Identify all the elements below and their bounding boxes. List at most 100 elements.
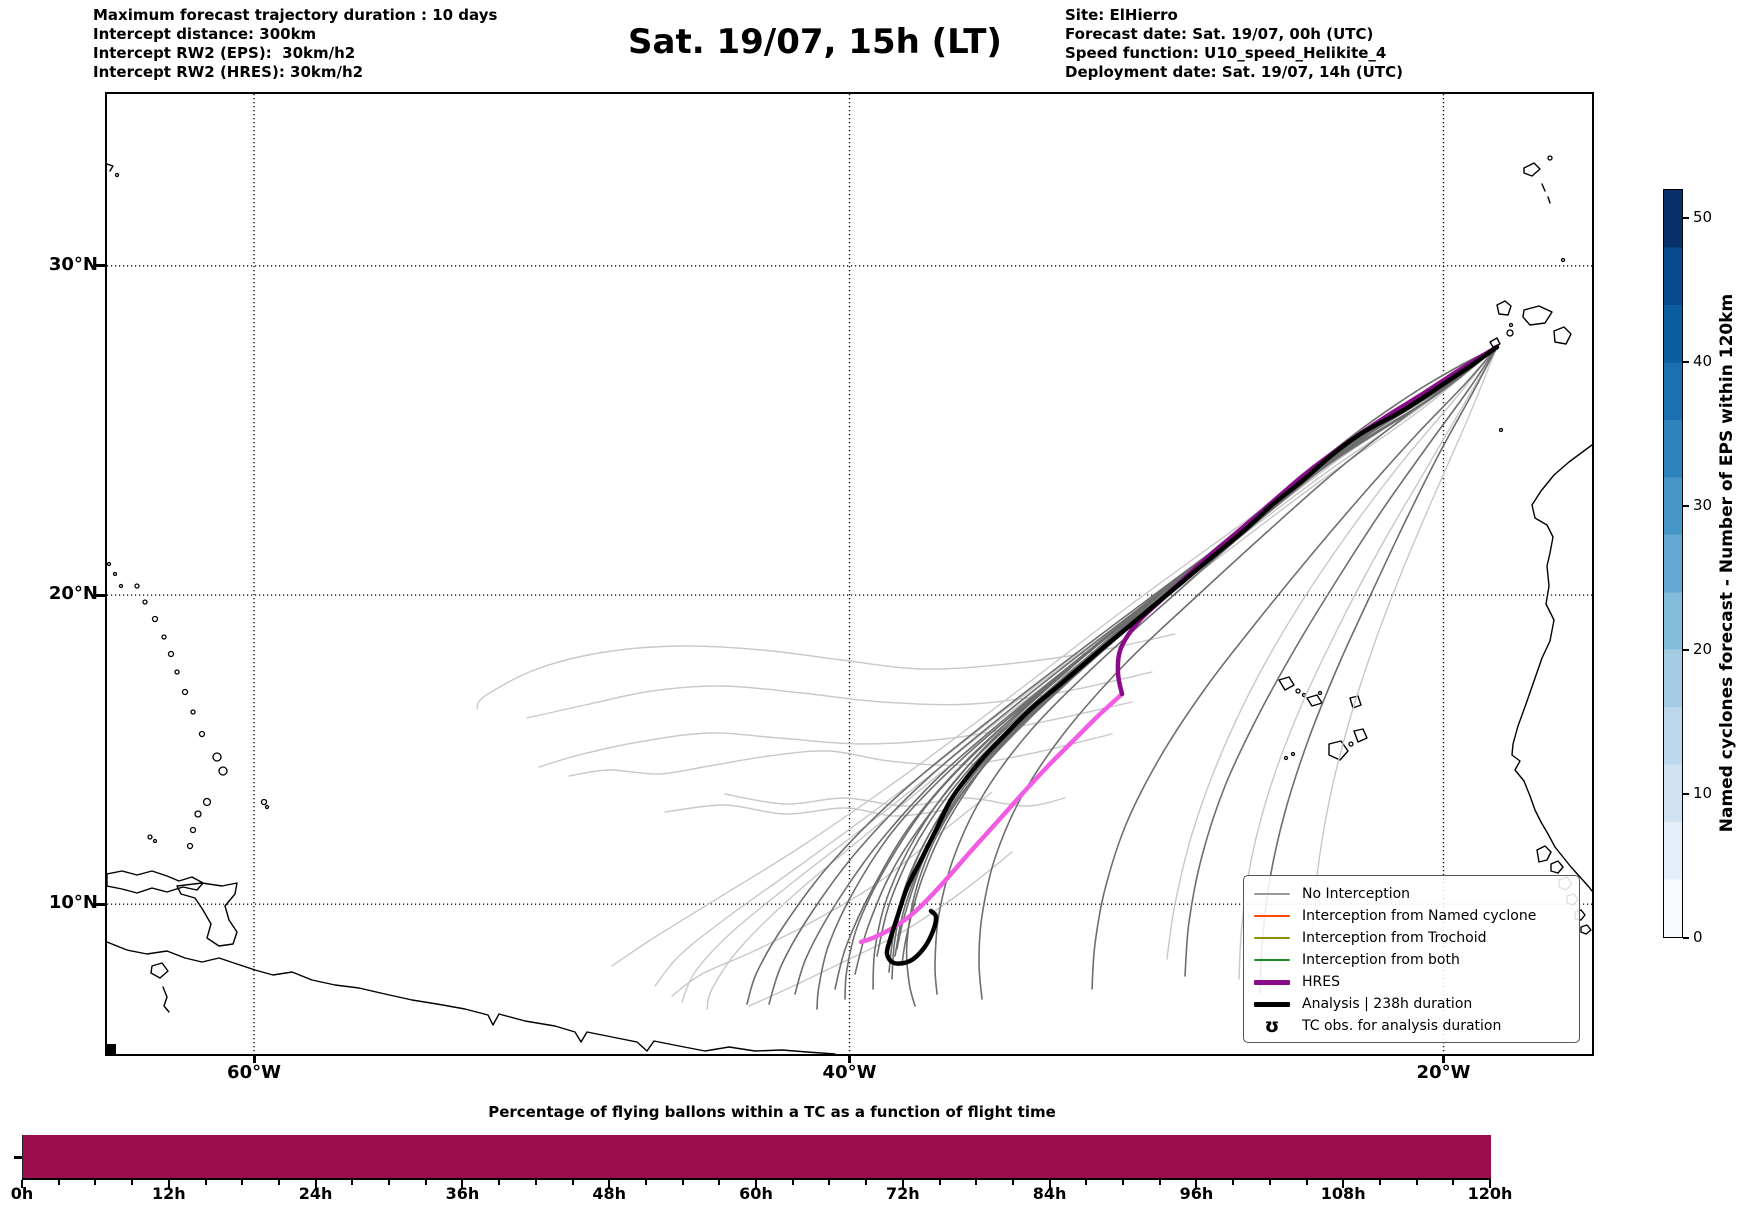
legend-item-label: TC obs. for analysis duration (1302, 1018, 1502, 1034)
legend-item: HRES (1254, 971, 1569, 993)
coastline (1541, 183, 1546, 192)
legend-item-label: No Interception (1302, 886, 1411, 902)
flight-time-minor-tick (204, 1180, 207, 1185)
colorbar-tick-label: 30 (1693, 495, 1713, 514)
island (174, 669, 180, 675)
colorbar-tick-label: 40 (1693, 351, 1713, 370)
trajectory-eps-light (1166, 346, 1498, 960)
lon-tick-mark (1442, 1054, 1445, 1063)
trajectory-eps-member (746, 346, 1498, 1005)
info-block-left: Maximum forecast trajectory duration : 1… (93, 6, 498, 81)
coastline (1523, 162, 1541, 177)
lon-tick-label: 60°W (227, 1062, 281, 1083)
island (189, 826, 197, 834)
lon-tick-mark (252, 1054, 256, 1063)
island (161, 634, 167, 640)
legend-item: Interception from both (1254, 949, 1569, 971)
coastline (107, 163, 114, 172)
legend-line-sample (1254, 979, 1290, 985)
flight-time-minor-tick (1378, 1180, 1381, 1185)
flight-time-minor-tick (1268, 1180, 1271, 1185)
flight-time-tick-label: 120h (1467, 1184, 1513, 1203)
trajectory-eps-member (816, 346, 1498, 1010)
flight-time-minor-tick (351, 1180, 354, 1185)
coastline (1489, 337, 1501, 348)
legend-item: No Interception (1254, 883, 1569, 905)
flight-time-tick-label: 36h (445, 1184, 480, 1203)
lat-tick-mark (96, 264, 105, 268)
trajectory-eps-light (476, 633, 1176, 710)
legend-line-swatch (1254, 959, 1290, 961)
flight-time-axis (22, 1178, 1491, 1180)
island (114, 172, 120, 178)
coastline (1550, 860, 1564, 874)
flight-time-minor-tick (681, 1180, 684, 1185)
flight-time-minor-tick (1305, 1180, 1308, 1185)
legend-item: Interception from Trochoid (1254, 927, 1569, 949)
lon-tick-label: 40°W (822, 1062, 877, 1083)
flight-time-minor-tick (718, 1180, 721, 1185)
colorbar-tick-mark (1683, 217, 1689, 219)
flight-time-minor-tick (1085, 1180, 1088, 1185)
flight-time-bar (22, 1135, 1491, 1178)
legend-line-sample (1254, 959, 1290, 961)
island (167, 650, 175, 658)
coastline (1547, 196, 1551, 204)
flight-time-major-tick (461, 1180, 464, 1188)
colorbar (1663, 189, 1683, 938)
flight-time-minor-tick (571, 1180, 574, 1185)
lat-tick-label: 30°N (48, 253, 98, 275)
island (190, 709, 196, 715)
colorbar-tick-mark (1683, 649, 1689, 651)
island (194, 810, 202, 818)
island (260, 798, 268, 806)
coastline (107, 941, 836, 1054)
coastline (1328, 740, 1349, 761)
lon-tick-mark (848, 1054, 851, 1063)
flight-time-tick-label: 60h (739, 1184, 773, 1203)
legend-line-sample (1254, 893, 1290, 895)
map-canvas (107, 94, 1592, 1054)
flight-time-major-tick (314, 1180, 317, 1188)
flight-time-tick-label: 84h (1032, 1184, 1067, 1203)
coastline (1511, 444, 1592, 892)
flight-time-major-tick (608, 1180, 611, 1188)
flight-time-minor-tick (791, 1180, 794, 1185)
trajectory-eps-light (664, 804, 946, 817)
island (1547, 155, 1553, 161)
lat-tick-label: 20°N (48, 583, 98, 605)
island (118, 583, 124, 589)
flight-time-tick-label: 48h (592, 1184, 627, 1203)
island (112, 571, 118, 577)
figure-title: Sat. 19/07, 15h (LT) (628, 22, 1002, 62)
legend-line-sample (1254, 937, 1290, 939)
map-panel (105, 92, 1594, 1056)
colorbar-tick-mark (1683, 793, 1689, 795)
island (198, 730, 206, 738)
flight-time-minor-tick (644, 1180, 647, 1185)
island (1283, 755, 1289, 761)
island (1317, 690, 1323, 696)
flight-time-major-tick (1489, 1180, 1491, 1188)
coastline (1496, 300, 1512, 316)
island (218, 766, 228, 776)
island (107, 561, 112, 567)
coastline (176, 882, 238, 947)
lat-tick-mark (96, 902, 105, 906)
info-block-right: Site: ElHierro Forecast date: Sat. 19/07… (1065, 6, 1403, 81)
flight-time-major-tick (901, 1180, 904, 1188)
colorbar-tick-mark (1683, 505, 1689, 507)
island (1506, 329, 1514, 337)
legend-item-label: Interception from Trochoid (1302, 930, 1487, 946)
flight-time-minor-tick (534, 1180, 537, 1185)
legend-item: Interception from Named cyclone (1254, 905, 1569, 927)
colorbar-tick-mark (1683, 361, 1689, 363)
island (186, 842, 194, 850)
coastline (150, 962, 169, 979)
legend-line-swatch (1254, 979, 1290, 985)
island (151, 615, 159, 623)
flight-time-minor-tick (131, 1180, 134, 1185)
lat-tick-label: 10°N (48, 892, 98, 914)
coastline (1522, 305, 1553, 326)
flight-time-minor-tick (424, 1180, 427, 1185)
